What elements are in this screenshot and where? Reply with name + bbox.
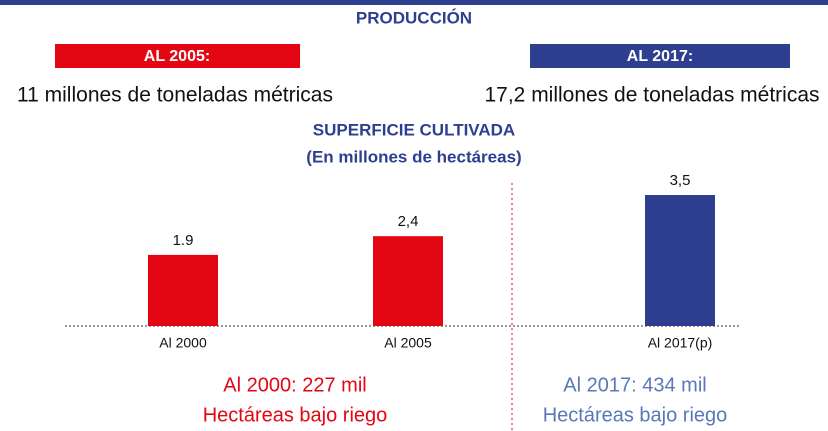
x-tick-label: Al 2017(p): [648, 335, 713, 351]
note-line: Al 2000: 227 mil: [223, 374, 366, 396]
bar: [148, 254, 218, 326]
label-box: [55, 44, 300, 68]
top-band: [0, 0, 828, 5]
chart-title: SUPERFICIE CULTIVADA: [313, 120, 515, 139]
note-line: Hectáreas bajo riego: [543, 404, 728, 426]
label: AL 2017:: [627, 48, 693, 65]
chart-subtitle: (En millones de hectáreas): [306, 147, 521, 166]
production-text: 11 millones de toneladas métricas: [17, 84, 333, 107]
note-line: Al 2017: 434 mil: [563, 374, 706, 396]
note-line: Hectáreas bajo riego: [203, 404, 388, 426]
label-box: [530, 44, 790, 68]
value-label: 1.9: [173, 232, 194, 249]
bar: [645, 195, 715, 326]
value-label: 2,4: [398, 213, 419, 230]
label: AL 2005:: [144, 48, 210, 65]
production-text: 17,2 millones de toneladas métricas: [484, 84, 819, 107]
value-label: 3,5: [670, 172, 691, 189]
x-tick-label: Al 2000: [159, 335, 207, 351]
x-tick-label: Al 2005: [384, 335, 432, 351]
bar: [373, 236, 443, 326]
header-title: PRODUCCIÓN: [356, 8, 472, 27]
